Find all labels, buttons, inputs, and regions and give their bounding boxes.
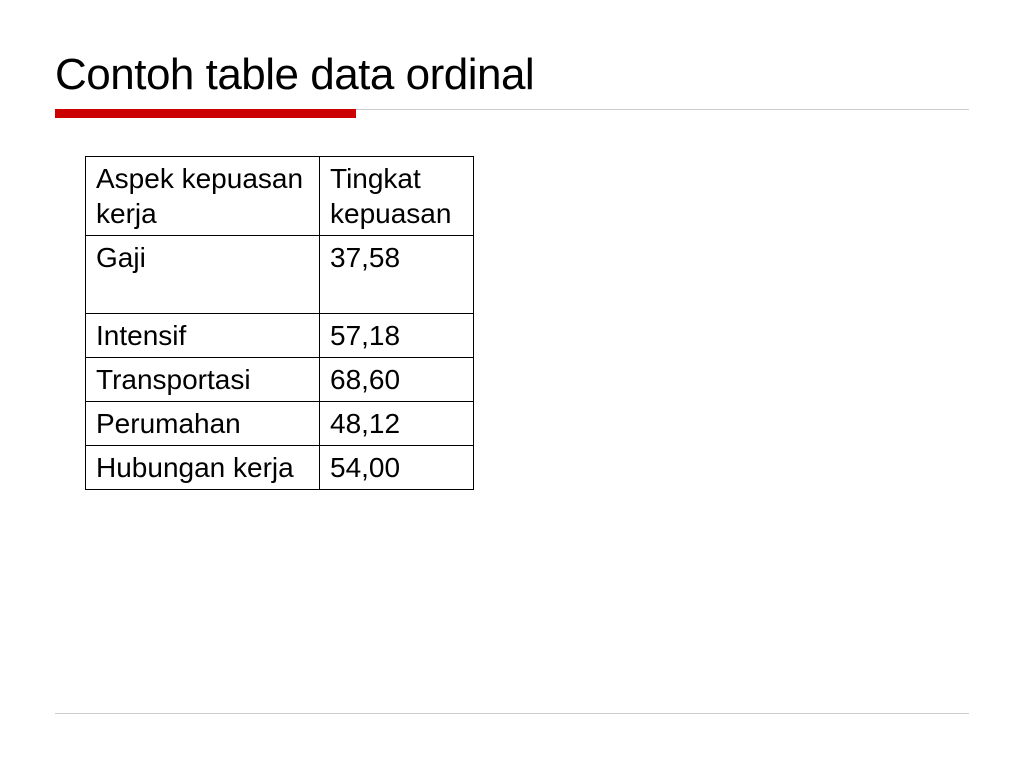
table-cell: Hubungan kerja bbox=[86, 446, 320, 490]
table-row: Hubungan kerja 54,00 bbox=[86, 446, 474, 490]
slide-title: Contoh table data ordinal bbox=[55, 50, 969, 100]
table-cell: Intensif bbox=[86, 314, 320, 358]
table-cell: 37,58 bbox=[320, 236, 474, 314]
table-cell: Perumahan bbox=[86, 402, 320, 446]
table-cell: 68,60 bbox=[320, 358, 474, 402]
table-header-cell: Aspek kepuasan kerja bbox=[86, 157, 320, 236]
table-row: Gaji 37,58 bbox=[86, 236, 474, 314]
table-cell: 48,12 bbox=[320, 402, 474, 446]
table-cell: Transportasi bbox=[86, 358, 320, 402]
table-cell: Gaji bbox=[86, 236, 320, 314]
table-header-row: Aspek kepuasan kerja Tingkat kepuasan bbox=[86, 157, 474, 236]
table-row: Transportasi 68,60 bbox=[86, 358, 474, 402]
data-table: Aspek kepuasan kerja Tingkat kepuasan Ga… bbox=[85, 156, 474, 490]
data-table-container: Aspek kepuasan kerja Tingkat kepuasan Ga… bbox=[85, 156, 969, 490]
table-header-cell: Tingkat kepuasan bbox=[320, 157, 474, 236]
table-cell: 57,18 bbox=[320, 314, 474, 358]
footer-divider bbox=[55, 713, 969, 714]
table-row: Perumahan 48,12 bbox=[86, 402, 474, 446]
table-cell: 54,00 bbox=[320, 446, 474, 490]
accent-bar bbox=[55, 114, 969, 124]
table-row: Intensif 57,18 bbox=[86, 314, 474, 358]
